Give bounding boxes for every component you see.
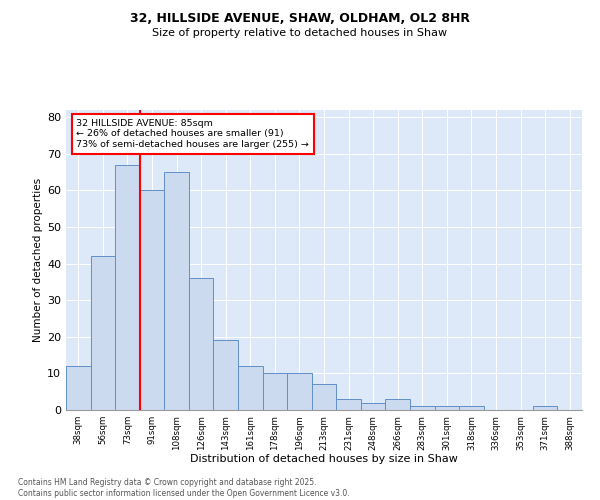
Bar (336, 399, 361, 410)
Bar (189, 278, 214, 410)
Bar (459, 406, 484, 410)
Bar (115, 165, 140, 410)
Bar (140, 190, 164, 410)
Bar (164, 172, 189, 410)
Bar (410, 406, 434, 410)
Y-axis label: Number of detached properties: Number of detached properties (33, 178, 43, 342)
Text: 32, HILLSIDE AVENUE, SHAW, OLDHAM, OL2 8HR: 32, HILLSIDE AVENUE, SHAW, OLDHAM, OL2 8… (130, 12, 470, 26)
Bar (434, 406, 459, 410)
Bar (312, 384, 336, 410)
Bar (533, 406, 557, 410)
Bar (214, 340, 238, 410)
Text: Size of property relative to detached houses in Shaw: Size of property relative to detached ho… (152, 28, 448, 38)
Bar (361, 402, 385, 410)
Bar (238, 366, 263, 410)
Bar (263, 374, 287, 410)
Bar (287, 374, 312, 410)
Text: Contains HM Land Registry data © Crown copyright and database right 2025.
Contai: Contains HM Land Registry data © Crown c… (18, 478, 350, 498)
X-axis label: Distribution of detached houses by size in Shaw: Distribution of detached houses by size … (190, 454, 458, 464)
Bar (91, 256, 115, 410)
Bar (66, 366, 91, 410)
Text: 32 HILLSIDE AVENUE: 85sqm
← 26% of detached houses are smaller (91)
73% of semi-: 32 HILLSIDE AVENUE: 85sqm ← 26% of detac… (76, 119, 309, 149)
Bar (385, 399, 410, 410)
